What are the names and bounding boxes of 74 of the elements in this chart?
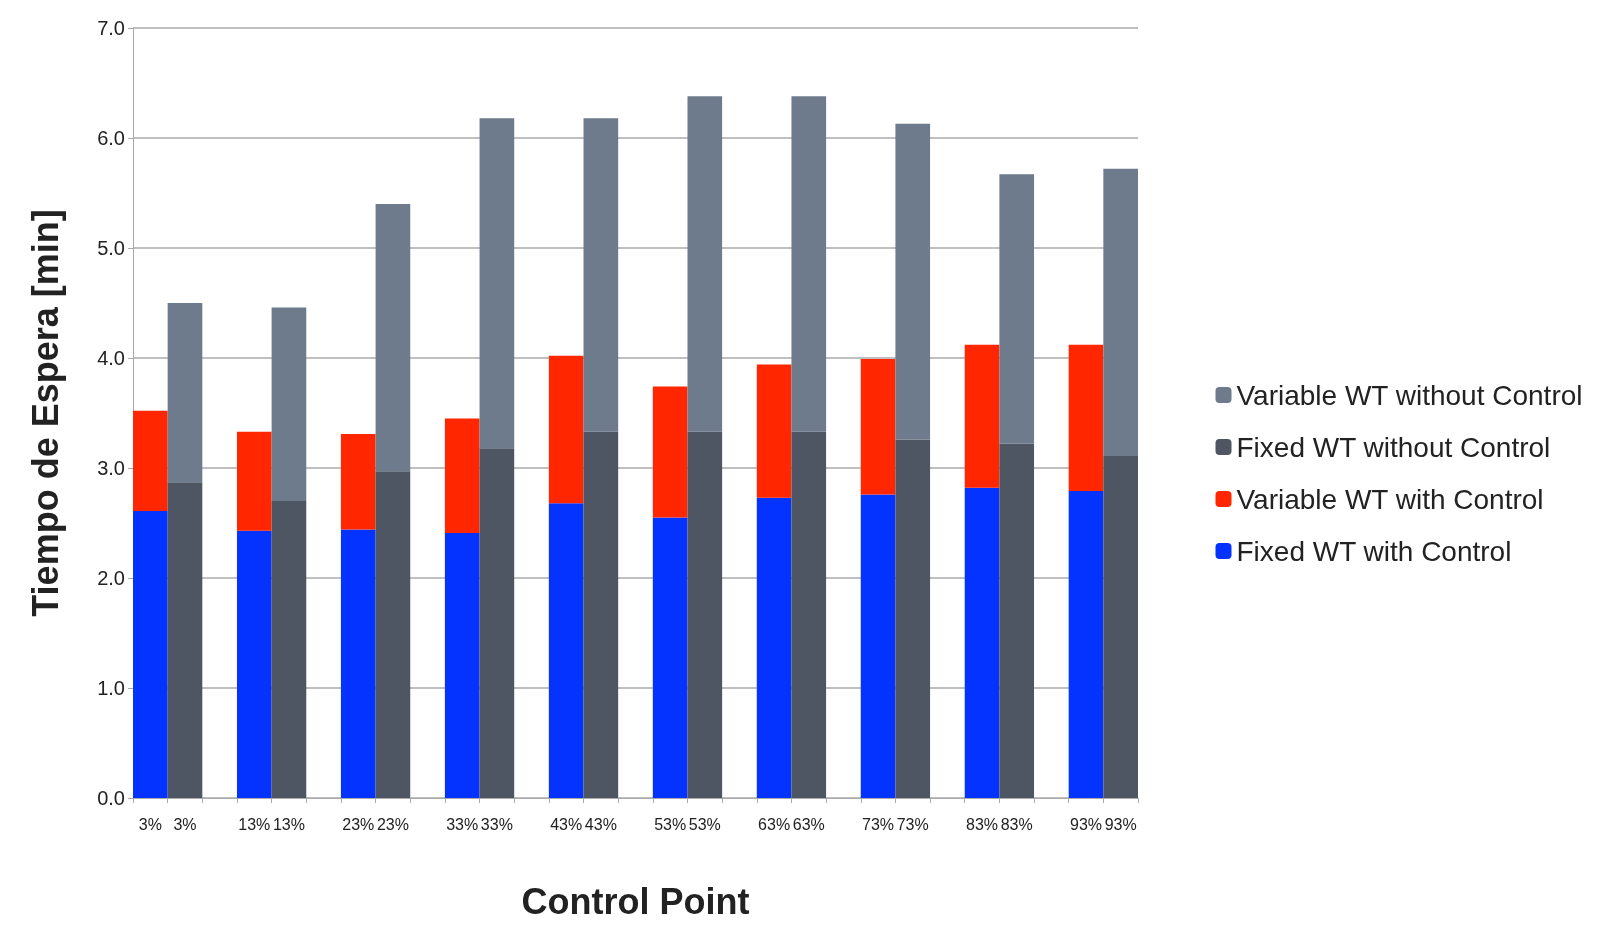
x-tick-label: 43% [550, 815, 583, 833]
bar [964, 344, 1000, 488]
bar [340, 529, 376, 798]
x-tick-label: 13% [272, 815, 305, 833]
bar [895, 123, 931, 440]
bar [375, 204, 411, 472]
bar [271, 501, 307, 798]
bar [271, 307, 307, 501]
bar [236, 530, 272, 798]
bar [999, 443, 1035, 798]
bar [860, 494, 896, 798]
bar [687, 96, 723, 432]
bar [479, 118, 515, 449]
x-tick-label: 63% [758, 815, 791, 833]
bar [756, 364, 792, 498]
y-tick-label: 6.0 [97, 127, 125, 149]
bar [1068, 344, 1104, 492]
bar [1068, 491, 1104, 798]
bar [652, 386, 688, 518]
x-tick-label: 83% [1000, 815, 1033, 833]
y-tick-label: 5.0 [97, 237, 125, 259]
x-tick-label: 83% [966, 815, 999, 833]
bar [375, 471, 411, 798]
x-tick-label: 53% [688, 815, 721, 833]
x-tick-label: 53% [654, 815, 687, 833]
bar [167, 303, 203, 483]
y-tick-label: 0.0 [97, 787, 125, 809]
bar [167, 482, 203, 798]
x-tick-label: 3% [173, 815, 197, 833]
y-tick-label: 4.0 [97, 347, 125, 369]
bar [236, 431, 272, 531]
x-axis-title: Control Point [521, 880, 750, 922]
bar [133, 410, 168, 511]
bar [1103, 168, 1138, 456]
legend-label: Fixed WT without Control [1236, 431, 1551, 463]
x-tick-label: 93% [1070, 815, 1103, 833]
y-tick-label: 7.0 [97, 17, 125, 39]
x-tick-label: 33% [480, 815, 513, 833]
bar [652, 517, 688, 798]
legend-label: Fixed WT with Control [1236, 535, 1512, 567]
bar [444, 532, 480, 798]
x-tick-label: 3% [138, 815, 162, 833]
bar [548, 503, 584, 798]
y-tick-label: 2.0 [97, 567, 125, 589]
x-tick-label: 13% [238, 815, 271, 833]
x-tick-label: 33% [446, 815, 479, 833]
bar [1103, 455, 1138, 798]
bar [964, 487, 1000, 798]
bar [756, 497, 792, 798]
bar [583, 118, 619, 432]
bar [791, 96, 827, 432]
x-tick-label: 73% [862, 815, 895, 833]
x-tick-label: 73% [896, 815, 929, 833]
bar [548, 355, 584, 504]
bar [444, 418, 480, 533]
y-tick-label: 1.0 [97, 677, 125, 699]
y-axis-title: Tiempo de Espera [min] [24, 209, 66, 617]
legend-label: Variable WT with Control [1236, 483, 1544, 515]
x-tick-label: 63% [792, 815, 825, 833]
bar [860, 359, 896, 495]
bar [791, 431, 827, 798]
bar [687, 431, 723, 798]
x-tick-label: 93% [1104, 815, 1137, 833]
bar [133, 510, 168, 798]
bar [895, 439, 931, 798]
x-tick-label: 23% [342, 815, 375, 833]
y-tick-label: 3.0 [97, 457, 125, 479]
bar [340, 433, 376, 530]
bar [999, 174, 1035, 444]
bar [479, 448, 515, 798]
x-tick-label: 23% [376, 815, 409, 833]
x-tick-label: 43% [584, 815, 617, 833]
bar [583, 431, 619, 798]
legend-label: Variable WT without Control [1236, 379, 1583, 411]
